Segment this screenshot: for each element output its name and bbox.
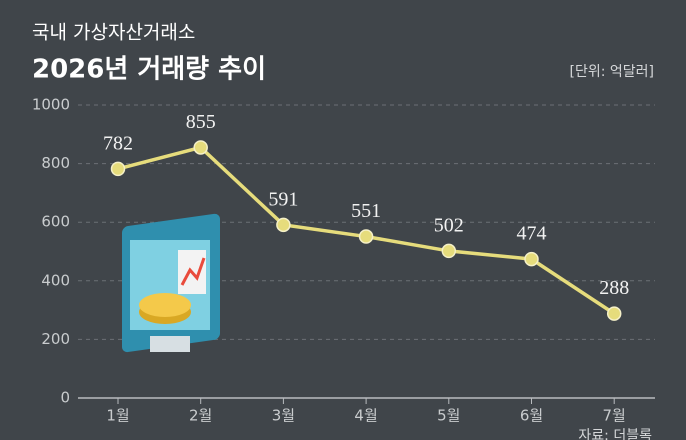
y-tick-label: 200	[41, 330, 70, 348]
y-tick-label: 0	[60, 389, 70, 407]
screen-arrow	[180, 257, 206, 286]
coin-top	[139, 293, 191, 317]
point	[606, 306, 622, 321]
chart-supertitle: 국내 가상자산거래소	[32, 22, 195, 44]
x-tick-label: 4월	[354, 407, 377, 425]
data-label: 855	[186, 111, 216, 133]
x-tick-label: 6월	[520, 407, 543, 425]
point	[110, 161, 126, 177]
data-label: 551	[351, 200, 381, 222]
unit-label: [단위: 억달러]	[570, 64, 655, 80]
y-tick-label: 600	[41, 213, 70, 231]
point	[524, 251, 539, 267]
x-tick-label: 5월	[437, 407, 460, 425]
y-tick-label: 400	[41, 271, 70, 289]
data-label: 474	[517, 223, 547, 245]
data-label: 591	[268, 188, 298, 210]
point	[276, 217, 291, 233]
illustration	[122, 213, 220, 353]
point	[358, 229, 374, 244]
source: 자료: 더블록	[578, 428, 652, 440]
y-tick-label: 800	[41, 154, 70, 172]
y-tick-label: 1000	[32, 96, 70, 114]
data-label: 288	[599, 277, 629, 299]
chart-title: 2026년 거래량 추이	[32, 55, 266, 85]
data-label: 782	[103, 132, 133, 154]
x-tick-label: 3월	[272, 407, 295, 425]
x-tick-label: 1월	[106, 407, 129, 425]
data-label: 502	[434, 215, 464, 237]
point	[441, 243, 457, 259]
x-tick-label: 2월	[189, 407, 212, 425]
monitor-stand	[150, 336, 190, 352]
point	[193, 140, 208, 155]
x-tick-label: 7월	[603, 407, 626, 425]
